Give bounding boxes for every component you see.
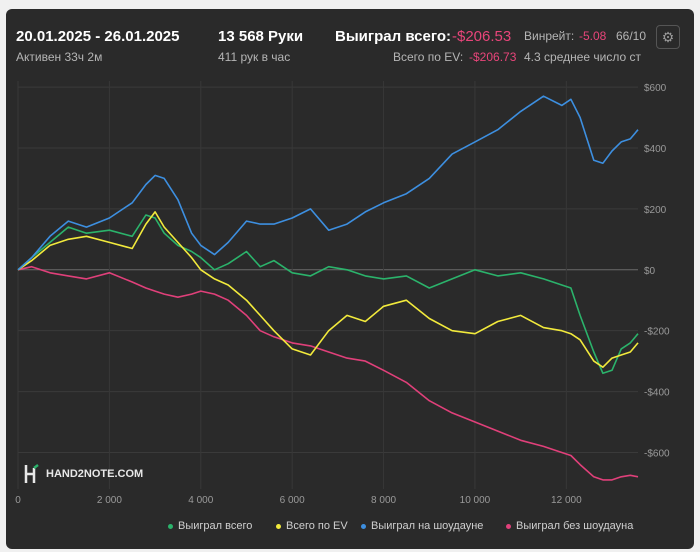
legend-ev-total-dot — [276, 523, 281, 529]
line-won-total — [17, 214, 639, 375]
hand2note-logo-icon — [24, 464, 39, 483]
won-total-label: Выиграл всего: — [335, 28, 452, 45]
y-tick-label: $600 — [644, 83, 667, 94]
hands-per-hour: 411 рук в час — [218, 50, 291, 64]
avg-players: 4.3 среднее число ст — [524, 50, 642, 64]
winrate-tail: 66/10 — [616, 29, 647, 43]
x-tick-label: 10 000 — [460, 495, 491, 506]
legend-non-showdown-dot — [506, 523, 511, 529]
x-tick-label: 4 000 — [188, 495, 213, 506]
y-tick-label: $200 — [644, 205, 667, 216]
legend-won-total[interactable]: Выиграл всего — [168, 520, 252, 532]
y-tick-label: -$400 — [644, 388, 670, 399]
y-tick-label: -$600 — [644, 448, 670, 459]
legend-won-total-dot — [168, 523, 173, 529]
legend-ev-total[interactable]: Всего по EV — [276, 520, 348, 532]
y-axis-ticks: $600 $400 $200 $0 -$200 -$400 -$600 — [644, 83, 670, 459]
legend-showdown[interactable]: Выиграл на шоудауне — [361, 520, 483, 532]
legend-showdown-dot — [361, 523, 366, 529]
chart-grid — [17, 81, 638, 489]
x-tick-label: 8 000 — [371, 495, 396, 506]
x-tick-label: 2 000 — [97, 495, 122, 506]
winrate-label: Винрейт: — [524, 29, 575, 43]
settings-gear-icon[interactable]: ⚙ — [656, 25, 680, 49]
legend-non-showdown[interactable]: Выиграл без шоудауна — [506, 520, 633, 532]
legend-showdown-label: Выиграл на шоудауне — [371, 520, 484, 532]
hand2note-logo-text: HAND2NOTE.COM — [46, 467, 144, 480]
line-non-showdown — [17, 265, 639, 481]
date-range: 20.01.2025 - 26.01.2025 — [16, 28, 180, 45]
y-tick-label: $0 — [644, 266, 656, 277]
x-tick-label: 0 — [15, 495, 21, 506]
x-tick-label: 6 000 — [280, 495, 305, 506]
legend-won-total-label: Выиграл всего — [178, 520, 253, 532]
won-total-value: -$206.53 — [452, 28, 512, 45]
line-ev-total — [17, 211, 639, 368]
ev-total-label: Всего по EV: — [393, 50, 464, 64]
active-time: Активен 33ч 2м — [16, 50, 103, 64]
x-axis-ticks: 0 2 000 4 000 6 000 8 000 10 000 12 000 — [15, 495, 582, 506]
legend-non-showdown-label: Выиграл без шоудауна — [516, 520, 634, 532]
chart-window: 20.01.2025 - 26.01.2025 Активен 33ч 2м 1… — [6, 9, 694, 549]
line-showdown — [17, 95, 639, 271]
chart-lines — [17, 95, 639, 481]
y-tick-label: -$200 — [644, 327, 670, 338]
profit-chart: $600 $400 $200 $0 -$200 -$400 -$600 0 2 000 4 00… — [15, 81, 670, 506]
hand2note-logo: HAND2NOTE.COM — [24, 464, 143, 484]
hands-count: 13 568 Руки — [218, 28, 304, 45]
ev-total-value: -$206.73 — [469, 50, 517, 64]
legend-ev-total-label: Всего по EV — [286, 520, 348, 532]
x-tick-label: 12 000 — [551, 495, 582, 506]
y-tick-label: $400 — [644, 144, 667, 155]
winrate-value: -5.08 — [579, 29, 607, 43]
